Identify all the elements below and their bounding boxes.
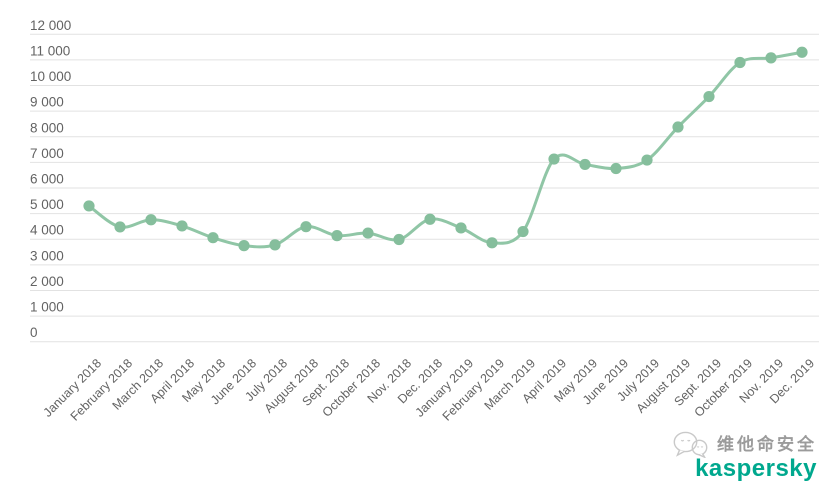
data-point	[796, 46, 808, 58]
data-point	[331, 230, 343, 242]
data-point	[300, 221, 312, 233]
data-point	[114, 221, 126, 233]
y-axis-tick-label: 3 000	[30, 248, 64, 263]
y-axis-tick-label: 5 000	[30, 197, 64, 212]
data-line	[87, 50, 804, 249]
data-point	[207, 232, 219, 244]
y-axis-tick-label: 11 000	[30, 43, 70, 58]
data-point	[362, 227, 374, 239]
y-axis-tick-label: 12 000	[30, 18, 71, 33]
data-point	[703, 90, 715, 103]
y-axis-tick-label: 6 000	[30, 172, 64, 187]
y-axis-tick-label: 8 000	[30, 120, 64, 135]
data-point	[145, 214, 157, 226]
y-axis-tick-label: 2 000	[30, 274, 64, 289]
data-point	[455, 222, 467, 234]
y-axis-tick-label: 7 000	[30, 146, 64, 161]
data-point	[176, 220, 188, 232]
footer-branding: 维他命安全 kaspersky	[672, 431, 817, 481]
data-point	[579, 158, 591, 171]
data-point	[83, 200, 95, 212]
data-point	[269, 239, 281, 251]
chinese-brand-label: 维他命安全	[717, 434, 817, 454]
line-chart: 0 1 000 2 000 3 000 4 000 5 000 6 000 7 000 8 00…	[30, 18, 819, 424]
chat-bubbles-icon	[672, 431, 710, 458]
data-point	[393, 233, 405, 246]
kaspersky-logo: kaspersky	[695, 455, 817, 482]
data-point	[641, 154, 653, 166]
y-axis-tick-label: 10 000	[30, 69, 71, 84]
data-point	[238, 240, 250, 252]
data-point	[548, 153, 560, 165]
y-axis-tick-label: 1 000	[30, 300, 64, 315]
y-axis-tick-label: 4 000	[30, 223, 64, 238]
y-axis-tick-label: 0	[30, 325, 38, 340]
data-point	[517, 225, 529, 238]
data-point	[765, 52, 777, 64]
data-point	[424, 213, 436, 225]
data-point	[610, 162, 622, 175]
y-axis-tick-label: 9 000	[30, 95, 64, 110]
data-point	[672, 121, 684, 133]
data-point	[734, 56, 746, 69]
data-point	[486, 237, 498, 249]
